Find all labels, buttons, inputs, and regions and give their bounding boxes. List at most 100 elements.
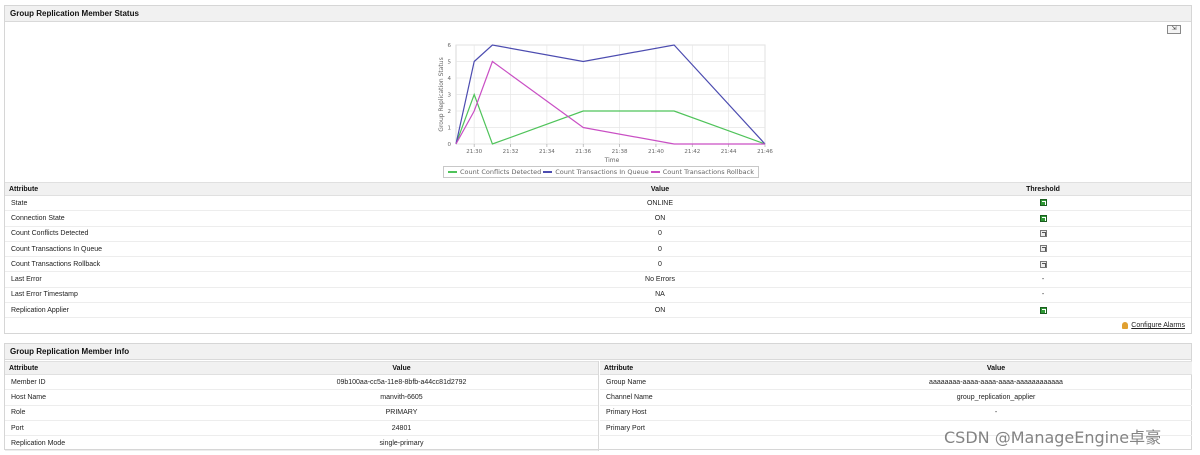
y-tick-label: 2 <box>448 109 452 115</box>
attribute-header: Attribute <box>600 361 800 375</box>
x-tick-label: 21:34 <box>539 149 555 155</box>
attribute-value: ON <box>425 302 895 319</box>
x-tick-label: 21:32 <box>503 149 519 155</box>
alarm-bell-icon <box>1122 322 1129 329</box>
x-tick-label: 21:40 <box>648 149 664 155</box>
value-header: Value <box>205 361 598 375</box>
member-status-title: Group Replication Member Status <box>5 6 1191 22</box>
threshold-header: Threshold <box>895 182 1191 196</box>
threshold-cell: - <box>895 271 1191 288</box>
attribute-value: ONLINE <box>425 195 895 212</box>
threshold-cell <box>895 241 1191 258</box>
table-row: Last Error Timestamp NA - <box>5 287 1191 304</box>
table-row: Replication Mode single-primary <box>5 435 598 452</box>
member-info-left: Attribute Value Member ID 09b100aa-cc5a-1… <box>5 361 599 452</box>
threshold-cell <box>895 226 1191 242</box>
edit-threshold-icon[interactable] <box>1039 199 1047 207</box>
legend-entry[interactable]: Count Conflicts Detected <box>447 168 542 176</box>
attribute-value: aaaaaaaa-aaaa-aaaa-aaaa-aaaaaaaaaaaa <box>800 374 1192 391</box>
threshold-cell <box>895 195 1191 212</box>
legend-swatch <box>650 171 660 173</box>
attribute-name: Last Error <box>5 271 425 288</box>
attribute-value: PRIMARY <box>205 405 598 421</box>
x-tick-label: 21:36 <box>575 149 591 155</box>
member-info-panel: Group Replication Member Info Attribute … <box>4 343 1192 452</box>
x-axis-label: Time <box>604 157 620 164</box>
edit-threshold-icon[interactable] <box>1039 230 1047 238</box>
attribute-header: Attribute <box>5 182 425 196</box>
value-header: Value <box>800 361 1192 375</box>
configure-alarms[interactable]: Configure Alarms <box>1122 322 1185 329</box>
member-info-right: Attribute Value Group Name aaaaaaaa-aaaa-… <box>600 361 1192 437</box>
attribute-name: Count Conflicts Detected <box>5 226 425 242</box>
x-tick-label: 21:38 <box>612 149 628 155</box>
attribute-value: NA <box>425 287 895 304</box>
attribute-table: Attribute Value Threshold State ONLINE Con… <box>5 182 1191 319</box>
attribute-name: Count Transactions Rollback <box>5 256 425 273</box>
member-status-panel: Group Replication Member Status ⇲ 0 1 2 3 4 5… <box>4 5 1192 334</box>
x-tick-label: 21:46 <box>757 149 773 155</box>
edit-threshold-icon[interactable] <box>1039 214 1047 222</box>
threshold-cell <box>895 210 1191 227</box>
value-header: Value <box>425 182 895 196</box>
attribute-name: Last Error Timestamp <box>5 287 425 304</box>
attribute-value: 09b100aa-cc5a-11e8-8bfb-a44cc81d2792 <box>205 374 598 391</box>
table-row: Port 24801 <box>5 420 598 437</box>
table-row: Count Transactions In Queue 0 <box>5 241 1191 258</box>
table-row: State ONLINE <box>5 195 1191 212</box>
y-axis-label: Group Replication Status <box>438 57 445 131</box>
table-row: Count Conflicts Detected 0 <box>5 226 1191 242</box>
attribute-name: Count Transactions In Queue <box>5 241 425 258</box>
x-tick-label: 21:44 <box>721 149 737 155</box>
attribute-name: State <box>5 195 425 212</box>
table-row: Group Name aaaaaaaa-aaaa-aaaa-aaaa-aaaaaa… <box>600 374 1192 391</box>
attribute-value: No Errors <box>425 271 895 288</box>
table-row: Replication Applier ON <box>5 302 1191 319</box>
attribute-value: 0 <box>425 226 895 242</box>
attribute-name: Primary Host <box>600 405 800 421</box>
threshold-cell: - <box>895 287 1191 304</box>
attribute-name: Channel Name <box>600 389 800 406</box>
edit-threshold-icon[interactable] <box>1039 245 1047 253</box>
legend-label: Count Transactions Rollback <box>662 168 754 176</box>
attribute-value: manvith-6605 <box>205 389 598 406</box>
edit-threshold-icon[interactable] <box>1039 306 1047 314</box>
edit-threshold-icon[interactable] <box>1039 260 1047 268</box>
legend-label: Count Conflicts Detected <box>459 168 542 176</box>
y-tick-label: 1 <box>448 126 452 132</box>
y-tick-label: 6 <box>448 43 452 49</box>
x-tick-label: 21:42 <box>684 149 700 155</box>
legend-entry[interactable]: Count Transactions Rollback <box>650 168 754 176</box>
legend-swatch <box>543 171 553 173</box>
table-row: Host Name manvith-6605 <box>5 389 598 406</box>
y-tick-label: 4 <box>448 76 452 82</box>
threshold-cell <box>895 302 1191 319</box>
attribute-value: - <box>800 405 1192 421</box>
attribute-name: Replication Mode <box>5 435 205 452</box>
status-line-chart: 0 1 2 3 4 5 6 21:30 21:32 21:34 21:36 21:38 21:40 21:… <box>438 43 773 164</box>
attribute-name: Group Name <box>600 374 800 391</box>
series-line <box>455 60 765 145</box>
table-row: Connection State ON <box>5 210 1191 227</box>
table-row: Count Transactions Rollback 0 <box>5 256 1191 273</box>
y-tick-label: 5 <box>448 60 452 66</box>
watermark: CSDN @ManageEngine卓豪 <box>944 428 1162 447</box>
attribute-name: Host Name <box>5 389 205 406</box>
legend-entry[interactable]: Count Transactions In Queue <box>543 168 649 176</box>
table-row: Last Error No Errors - <box>5 271 1191 288</box>
export-icon[interactable]: ⇲ <box>1167 25 1181 34</box>
table-row: Member ID 09b100aa-cc5a-11e8-8bfb-a44cc81… <box>5 374 598 391</box>
attribute-name: Connection State <box>5 210 425 227</box>
attribute-value: 24801 <box>205 420 598 437</box>
attribute-value: 0 <box>425 241 895 258</box>
chart-legend: Count Conflicts Detected Count Transactio… <box>443 166 759 178</box>
attribute-value: 0 <box>425 256 895 273</box>
attribute-value <box>800 420 1192 437</box>
threshold-cell <box>895 256 1191 273</box>
table-row: Primary Host - <box>600 405 1192 421</box>
attribute-name: Role <box>5 405 205 421</box>
configure-alarms-link[interactable]: Configure Alarms <box>1131 322 1185 329</box>
series-line <box>455 92 766 145</box>
attribute-name: Replication Applier <box>5 302 425 319</box>
attribute-value: single-primary <box>205 435 598 452</box>
